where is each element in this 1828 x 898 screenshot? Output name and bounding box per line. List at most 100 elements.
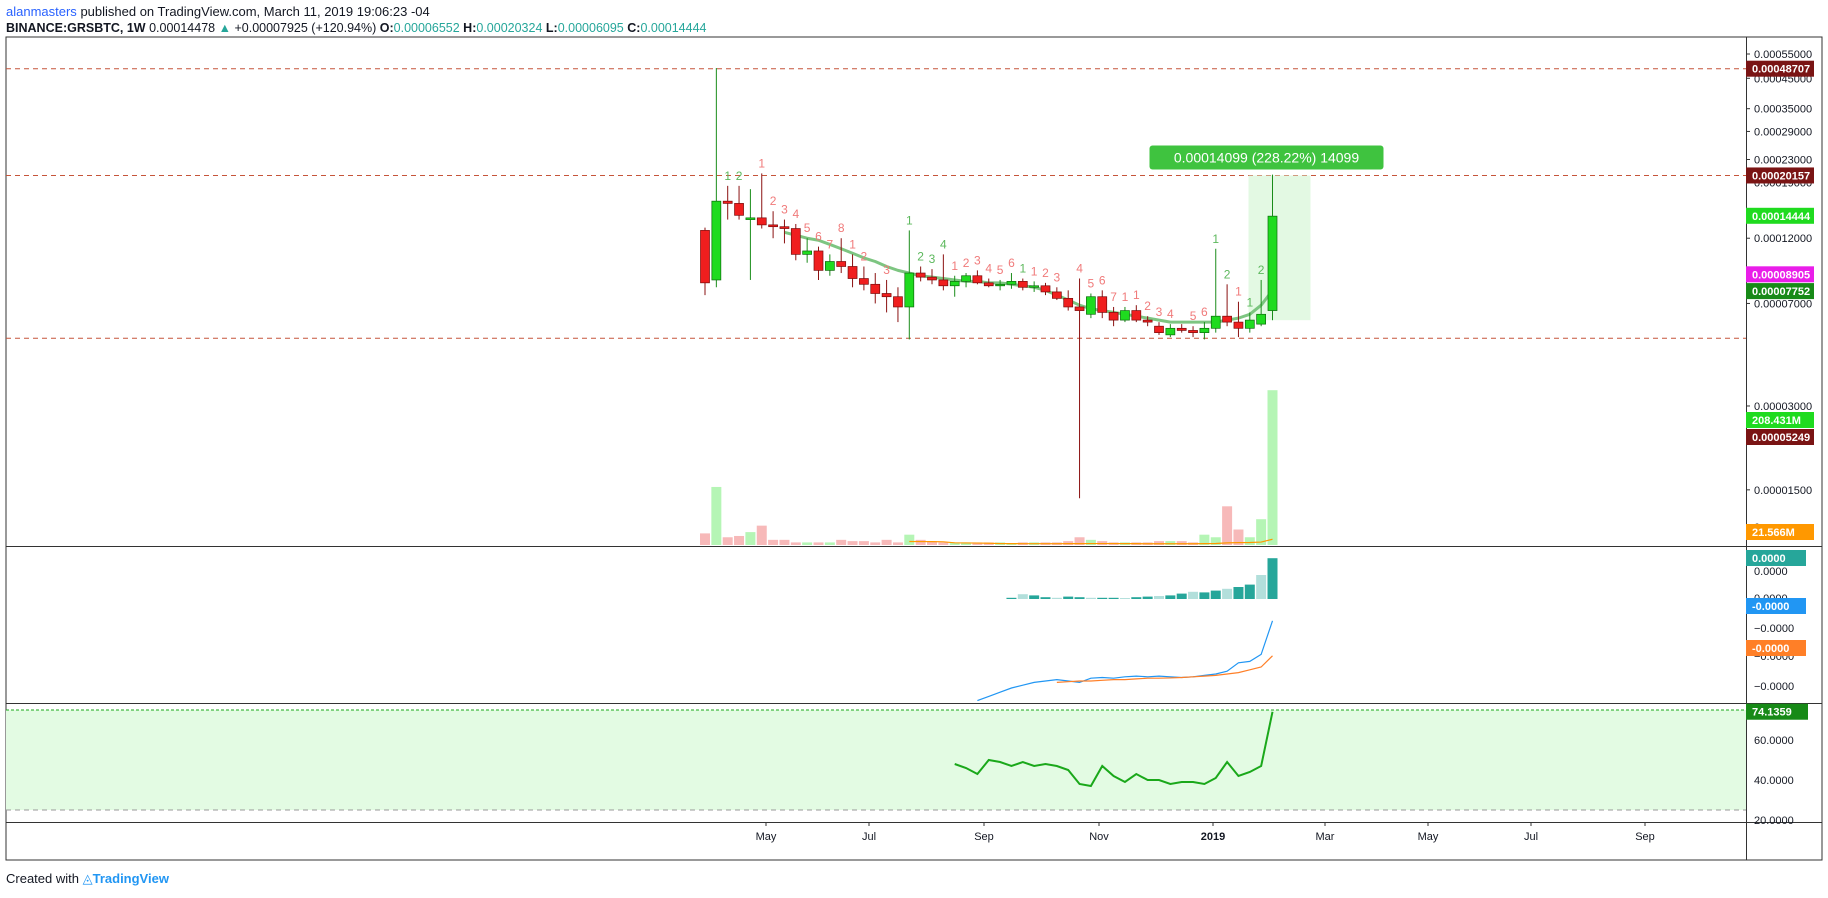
candle[interactable] xyxy=(1176,324,1187,333)
candle[interactable] xyxy=(1097,290,1108,319)
candle[interactable] xyxy=(938,254,949,291)
candle[interactable] xyxy=(961,273,971,288)
volume-bar xyxy=(734,535,745,545)
candle[interactable] xyxy=(722,185,733,220)
candle[interactable] xyxy=(1199,322,1210,340)
td-count-label: 1 xyxy=(1212,232,1219,246)
measure-box[interactable]: 0.00014099 (228.22%) 14099 xyxy=(1149,145,1384,321)
time-tick-label[interactable]: 2019 xyxy=(1201,831,1225,843)
measure-range-box[interactable] xyxy=(1248,175,1311,321)
candle[interactable] xyxy=(1074,278,1085,499)
tradingview-brand[interactable]: TradingView xyxy=(92,871,169,886)
candle[interactable] xyxy=(1131,305,1142,323)
price-tick-label[interactable]: 0.00007000 xyxy=(1754,298,1812,310)
time-tick-label[interactable]: Jul xyxy=(1524,831,1538,843)
candle[interactable] xyxy=(790,223,801,261)
rsi-tick-label[interactable]: 60.0000 xyxy=(1754,735,1794,747)
price-tick-label[interactable]: 0.00029000 xyxy=(1754,126,1812,138)
candle[interactable] xyxy=(768,211,778,239)
candle[interactable] xyxy=(847,254,858,288)
price-tick-label[interactable]: 0.00003000 xyxy=(1754,401,1812,413)
histogram-tick-label[interactable]: −0.0000 xyxy=(1754,623,1794,635)
candle[interactable] xyxy=(995,279,1005,291)
candle[interactable] xyxy=(700,227,710,296)
candle[interactable] xyxy=(1029,281,1040,292)
price-tick-label[interactable]: 0.00055000 xyxy=(1754,49,1812,61)
time-tick-label[interactable]: Nov xyxy=(1089,831,1109,843)
candle[interactable] xyxy=(813,246,824,280)
time-tick-label[interactable]: Mar xyxy=(1316,831,1335,843)
candle[interactable] xyxy=(1108,306,1119,327)
candle[interactable] xyxy=(1006,273,1017,289)
candle[interactable] xyxy=(1256,279,1267,327)
volume-bar xyxy=(949,542,960,545)
candle[interactable] xyxy=(927,269,937,285)
candle[interactable] xyxy=(745,189,756,280)
author-link[interactable]: alanmasters xyxy=(6,4,77,19)
candle[interactable] xyxy=(1120,306,1130,323)
candle[interactable] xyxy=(711,67,722,288)
time-tick-label[interactable]: Sep xyxy=(974,831,994,843)
candle[interactable] xyxy=(949,275,960,297)
price-tick-label[interactable]: 0.00001500 xyxy=(1754,485,1812,497)
candle[interactable] xyxy=(1051,287,1062,301)
candle[interactable] xyxy=(1188,326,1198,338)
candle-body xyxy=(961,275,971,282)
time-tick-label[interactable]: May xyxy=(1418,831,1439,843)
candle[interactable] xyxy=(904,230,915,340)
tradingview-logo-icon[interactable]: ◬ xyxy=(82,871,93,886)
candle[interactable] xyxy=(1142,316,1153,327)
candle[interactable] xyxy=(1222,284,1232,327)
time-tick-label[interactable]: Jul xyxy=(862,831,876,843)
volume-bar xyxy=(1074,537,1085,545)
candle[interactable] xyxy=(983,278,994,288)
rsi-pane[interactable]: 60.0000 40.0000 20.0000 74.1359 xyxy=(6,703,1808,827)
candle[interactable] xyxy=(836,238,847,274)
candle-body xyxy=(1097,296,1108,313)
horizontal-levels[interactable] xyxy=(6,68,1746,339)
candle[interactable] xyxy=(972,270,983,285)
time-tick-label[interactable]: May xyxy=(756,831,777,843)
candle[interactable] xyxy=(881,279,892,313)
time-tick-label[interactable]: Sep xyxy=(1635,831,1655,843)
candle[interactable] xyxy=(1154,322,1164,335)
candle[interactable] xyxy=(1210,248,1221,333)
candle[interactable] xyxy=(1165,324,1176,338)
symbol-label[interactable]: BINANCE:GRSBTC, 1W xyxy=(6,21,146,35)
histogram-tick-label[interactable]: −0.0000 xyxy=(1754,681,1794,693)
volume-bar xyxy=(881,539,892,545)
rsi-tick-label[interactable]: 40.0000 xyxy=(1754,775,1794,787)
rsi-tick-label[interactable]: 20.0000 xyxy=(1754,815,1794,827)
volume-bar xyxy=(745,532,756,545)
candle[interactable] xyxy=(779,219,790,244)
volume-bar xyxy=(813,542,824,545)
candle[interactable] xyxy=(1017,278,1028,291)
volume-bar xyxy=(1006,543,1017,545)
price-tick-label[interactable]: 0.00023000 xyxy=(1754,154,1812,166)
td-count-label: 8 xyxy=(838,221,845,235)
histogram-pane[interactable]: 0.00000.0000−0.0000−0.0000−0.00000.0000-… xyxy=(977,550,1806,702)
measure-callout[interactable] xyxy=(1149,145,1384,170)
candle[interactable] xyxy=(802,238,813,263)
candle[interactable] xyxy=(1040,282,1051,296)
price-tick-label[interactable]: 0.00035000 xyxy=(1754,104,1812,116)
candle[interactable] xyxy=(893,287,903,323)
candle[interactable] xyxy=(756,173,767,229)
candle[interactable] xyxy=(1086,293,1096,319)
candle[interactable] xyxy=(824,254,835,276)
candle[interactable] xyxy=(915,266,926,282)
histogram-tick-label[interactable]: 0.0000 xyxy=(1754,566,1788,578)
candle[interactable] xyxy=(734,185,744,220)
candles[interactable] xyxy=(700,67,1278,499)
candle[interactable] xyxy=(870,273,881,304)
candle[interactable] xyxy=(859,266,869,291)
price-tick-label[interactable]: 0.00012000 xyxy=(1754,233,1812,245)
candle[interactable] xyxy=(1267,174,1278,321)
td-count-label: 6 xyxy=(815,230,822,244)
histogram-bar xyxy=(1222,588,1233,599)
axes[interactable]: 0.000550000.000450000.000350000.00029000… xyxy=(756,49,1813,843)
candle[interactable] xyxy=(1244,312,1255,333)
candle[interactable] xyxy=(1233,301,1244,338)
candle[interactable] xyxy=(1063,290,1074,311)
